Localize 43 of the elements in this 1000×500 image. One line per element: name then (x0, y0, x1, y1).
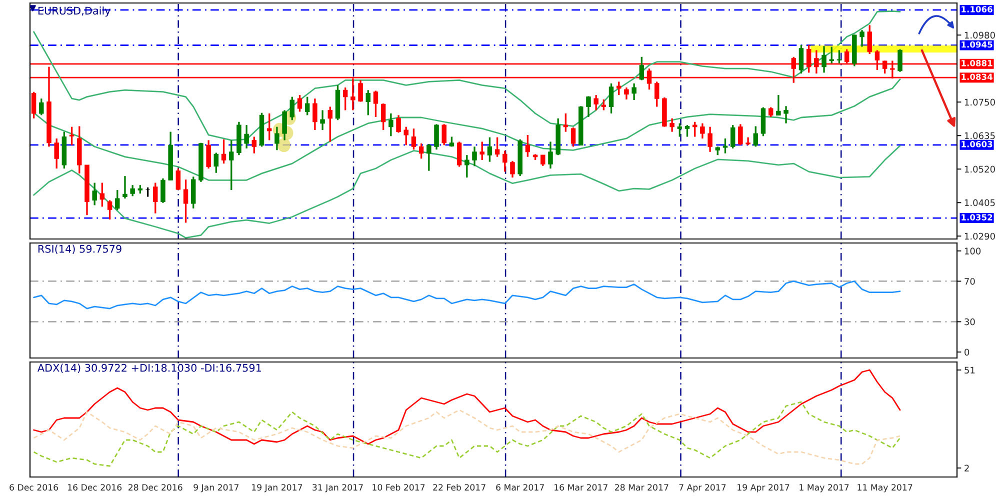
candlestick (578, 105, 584, 146)
y-tick-label: 1.0980 (964, 32, 995, 39)
x-tick-label: 16 Dec 2016 (68, 484, 122, 491)
x-tick-label: 19 Apr 2017 (738, 484, 790, 492)
chart-title: ADX(14) 30.9722 +DI:18.1030 -DI:16.7591 (37, 364, 261, 374)
x-tick-label: 10 Feb 2017 (372, 484, 425, 491)
x-tick-label: 28 Dec 2016 (128, 484, 182, 491)
x-tick-label: 6 Dec 2016 (10, 484, 58, 491)
x-tick-label: 9 Jan 2017 (194, 484, 238, 492)
y-tick-label: 1.0520 (964, 166, 995, 173)
chart-title: RSI(14) 59.7579 (38, 244, 122, 254)
x-tick-label: 22 Feb 2017 (433, 484, 486, 491)
y-tick-label: 0 (964, 348, 970, 356)
y-tick-label: 2 (964, 464, 969, 472)
y-tick-label: 51 (964, 366, 975, 374)
line-series (33, 280, 901, 310)
x-tick-label: 28 Mar 2017 (615, 484, 668, 491)
candlestick (836, 49, 842, 64)
y-tick-label: 30 (964, 318, 975, 326)
x-tick-label: 19 Jan 2017 (252, 484, 302, 492)
candlestick (829, 46, 834, 64)
y-tick-label: 1.0405 (964, 199, 995, 206)
ref-line-label: 1.0352 (962, 214, 992, 220)
ref-line-label: 1.0945 (962, 41, 992, 48)
y-tick-label: 1.0750 (964, 98, 995, 106)
y-tick-label: 1.0635 (964, 132, 995, 140)
x-tick-label: 6 Mar 2017 (496, 484, 544, 491)
x-tick-label: 16 Mar 2017 (554, 484, 608, 491)
ref-line-label: 1.0881 (962, 60, 992, 66)
line-series (33, 401, 901, 467)
x-tick-label: 31 Jan 2017 (312, 484, 363, 492)
line-series (33, 409, 901, 465)
ref-line-label: 1.0834 (962, 74, 992, 80)
y-tick-label: 70 (964, 278, 975, 285)
ref-line-label: 1.0603 (962, 141, 992, 148)
x-tick-label: 1 May 2017 (800, 484, 849, 492)
chart-title: EURUSD,Daily (38, 6, 110, 17)
line-series (33, 145, 901, 239)
y-tick-label: 1.0290 (964, 232, 995, 240)
y-tick-label: 100 (964, 248, 981, 254)
x-tick-label: 11 May 2017 (858, 484, 912, 492)
ref-line-label: 1.1066 (962, 6, 992, 12)
x-tick-label: 7 Apr 2017 (679, 484, 726, 492)
